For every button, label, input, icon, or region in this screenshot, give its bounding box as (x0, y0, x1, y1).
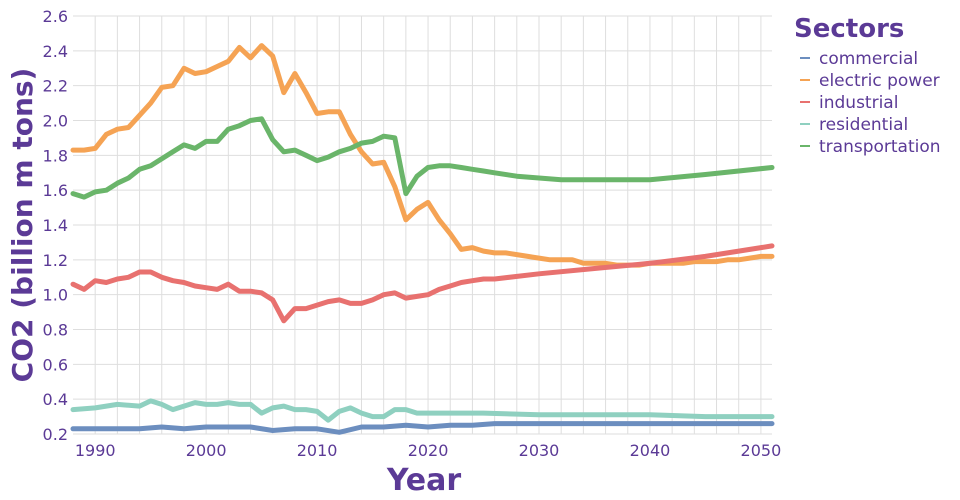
y-tick-label: 2.4 (43, 42, 68, 61)
y-tick-label: 1.6 (43, 181, 68, 200)
x-axis-title: Year (386, 463, 462, 498)
y-tick-label: 0.6 (43, 355, 68, 374)
x-tick-label: 2010 (297, 441, 338, 460)
grid-lines (73, 15, 772, 435)
y-tick-label: 2.2 (43, 77, 68, 96)
series-line-industrial (70, 243, 775, 324)
legend-label: electric power (819, 71, 940, 91)
legend-label: commercial (819, 49, 918, 69)
y-tick-label: 0.2 (43, 425, 68, 444)
y-tick-label: 2.6 (43, 7, 68, 26)
y-tick-label: 1.0 (43, 286, 68, 305)
legend-label: industrial (819, 93, 898, 113)
y-tick-label: 1.2 (43, 251, 68, 270)
series-line-residential (70, 398, 775, 423)
x-axis-ticks: 1990 2000 2010 2020 2030 2040 2050 (75, 441, 781, 460)
series-line-commercial (70, 421, 775, 435)
y-axis-ticks: 0.2 0.4 0.6 0.8 1.0 1.2 1.4 1.6 1.8 2.0 2.2 2.4 2.6 (43, 7, 68, 444)
x-tick-label: 2030 (519, 441, 560, 460)
y-tick-label: 1.4 (43, 216, 68, 235)
x-tick-label: 2050 (741, 441, 782, 460)
series-line-transportation (70, 116, 775, 200)
legend-title: Sectors (794, 14, 904, 44)
x-tick-label: 2020 (408, 441, 449, 460)
x-tick-label: 2000 (186, 441, 227, 460)
x-tick-label: 1990 (75, 441, 116, 460)
y-tick-label: 0.4 (43, 390, 68, 409)
y-tick-label: 0.8 (43, 321, 68, 340)
y-tick-label: 2.0 (43, 112, 68, 131)
legend-label: transportation (819, 137, 941, 157)
y-axis-title: CO2 (billion m tons) (6, 68, 39, 383)
series-lines (70, 43, 775, 435)
x-tick-label: 2040 (630, 441, 671, 460)
y-tick-label: 1.8 (43, 146, 68, 165)
legend-label: residential (819, 115, 908, 135)
